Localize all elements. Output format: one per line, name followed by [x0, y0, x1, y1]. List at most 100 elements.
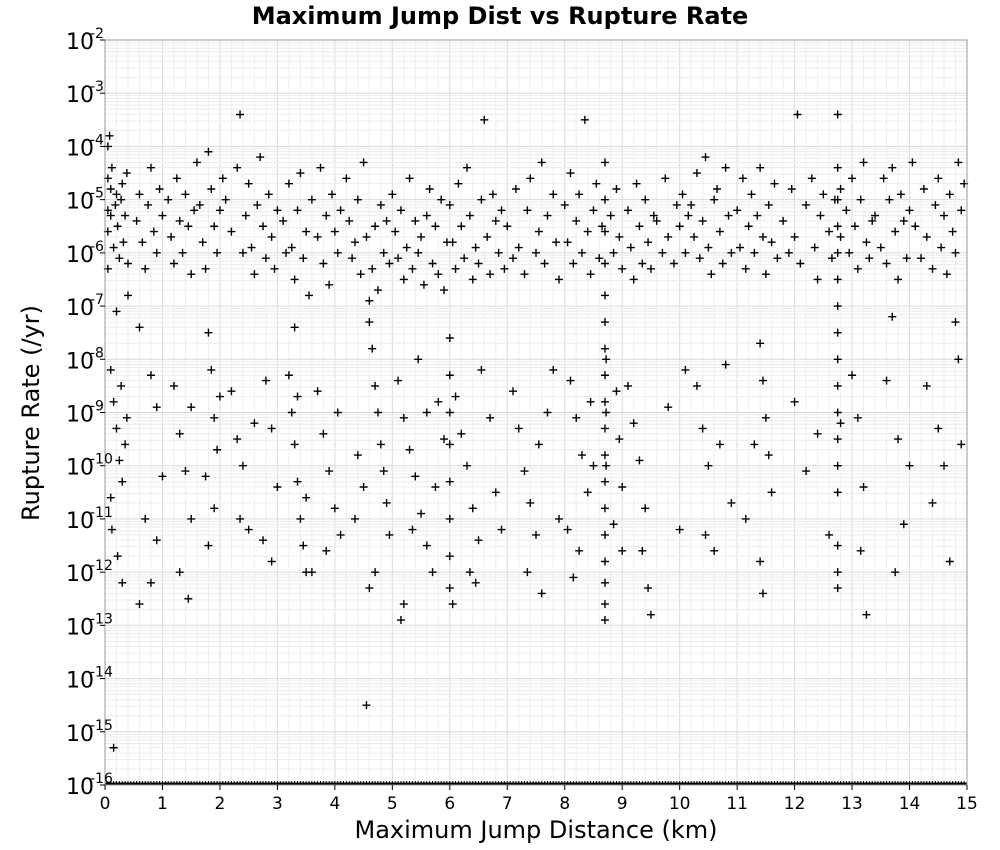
data-point [612, 387, 621, 396]
data-point [894, 435, 903, 444]
data-point [888, 312, 897, 321]
data-point [480, 115, 489, 124]
data-point [850, 222, 859, 231]
data-point [853, 264, 862, 273]
data-point [414, 248, 423, 257]
data-point [767, 488, 776, 497]
data-point [474, 259, 483, 268]
data-point [112, 424, 121, 433]
data-point [117, 381, 126, 390]
data-point [534, 440, 543, 449]
data-point [600, 530, 609, 539]
data-point [882, 259, 891, 268]
x-tick-label: 13 [841, 794, 863, 814]
data-point [445, 371, 454, 380]
data-point [293, 477, 302, 486]
data-point [414, 355, 423, 364]
data-point [221, 195, 230, 204]
data-point [764, 451, 773, 460]
data-point [491, 488, 500, 497]
data-point [233, 163, 242, 172]
data-point [445, 584, 454, 593]
data-point [204, 328, 213, 337]
data-point [348, 254, 357, 263]
data-point [477, 195, 486, 204]
data-point [514, 424, 523, 433]
data-point [715, 440, 724, 449]
data-point [698, 424, 707, 433]
data-point [322, 546, 331, 555]
data-point [738, 174, 747, 183]
data-point [287, 408, 296, 417]
data-point [121, 211, 130, 220]
data-point [460, 254, 469, 263]
data-point [629, 275, 638, 284]
data-point [606, 211, 615, 220]
data-point [600, 557, 609, 566]
y-tick-label-exponent: -9 [90, 399, 104, 415]
data-point [595, 254, 604, 263]
data-point [107, 525, 116, 534]
data-point [583, 227, 592, 236]
data-point [497, 206, 506, 215]
data-point [457, 222, 466, 231]
data-point [833, 461, 842, 470]
data-point [931, 200, 940, 209]
data-point [109, 743, 118, 752]
data-point [833, 222, 842, 231]
data-point [210, 413, 219, 422]
data-point [353, 451, 362, 460]
data-point [463, 461, 472, 470]
data-point [371, 568, 380, 577]
data-point [600, 600, 609, 609]
data-point [954, 158, 963, 167]
data-point [741, 264, 750, 273]
data-point [747, 190, 756, 199]
x-tick-label: 10 [669, 794, 691, 814]
data-point [905, 461, 914, 470]
data-point [928, 498, 937, 507]
data-point [615, 435, 624, 444]
data-point [253, 200, 262, 209]
data-point [307, 195, 316, 204]
data-point [905, 206, 914, 215]
data-point [503, 222, 512, 231]
data-point [575, 190, 584, 199]
data-point [362, 232, 371, 241]
data-point [836, 232, 845, 241]
data-point [445, 514, 454, 523]
data-point [758, 232, 767, 241]
x-tick-label: 7 [502, 794, 513, 814]
y-tick-label-base: 10 [66, 30, 94, 55]
data-point [192, 158, 201, 167]
data-point [451, 392, 460, 401]
data-point [457, 429, 466, 438]
data-point [396, 206, 405, 215]
data-point [758, 376, 767, 385]
data-point [885, 195, 894, 204]
data-point [758, 589, 767, 598]
data-point [948, 227, 957, 236]
data-point [342, 174, 351, 183]
data-point [434, 397, 443, 406]
data-point [859, 158, 868, 167]
data-point [350, 238, 359, 247]
data-point [618, 264, 627, 273]
data-point [609, 520, 618, 529]
data-point [307, 568, 316, 577]
data-point [940, 461, 949, 470]
data-point [618, 483, 627, 491]
data-point [204, 541, 213, 550]
data-point [833, 541, 842, 550]
y-tick-label-exponent: -5 [90, 186, 104, 202]
data-point [543, 211, 552, 220]
data-point [787, 185, 796, 193]
y-tick-label-exponent: -14 [90, 665, 113, 681]
data-point [118, 179, 127, 188]
data-point [445, 552, 454, 561]
data-point [833, 408, 842, 417]
data-point [106, 493, 115, 502]
data-point [532, 530, 540, 539]
data-point [917, 254, 926, 263]
data-point [434, 270, 443, 279]
